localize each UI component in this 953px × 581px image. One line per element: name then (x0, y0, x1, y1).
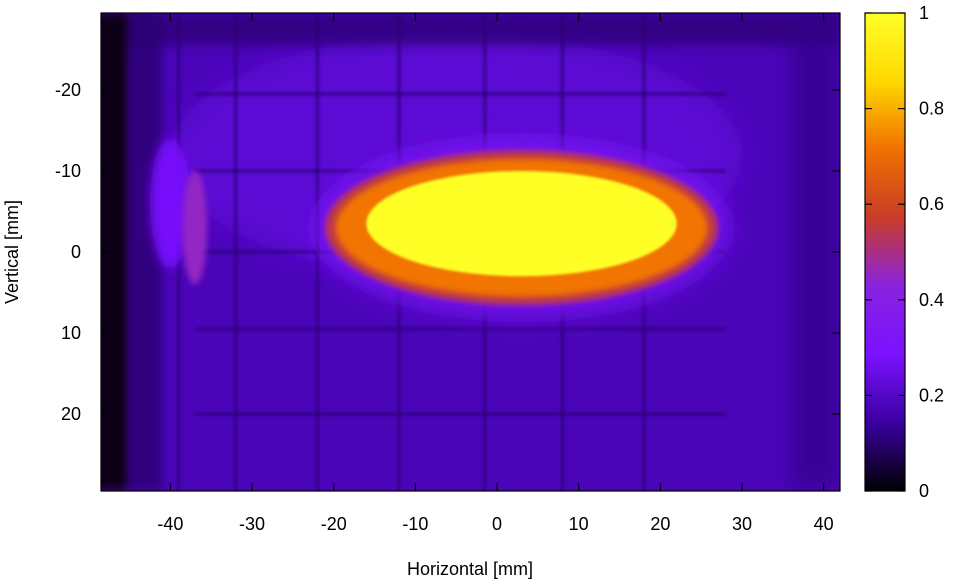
colorbar-tick-label: 1 (919, 3, 929, 23)
grid-pattern-horizontal (194, 326, 726, 331)
plot-area (101, 13, 840, 491)
x-tick-label: 30 (732, 514, 752, 534)
colorbar-tick-label: 0.2 (919, 385, 944, 405)
central-hot-spot (366, 170, 677, 277)
colorbar-ticks: 0 0.2 0.4 0.6 0.8 1 (865, 3, 944, 501)
colorbar-tick-label: 0 (919, 481, 929, 501)
x-tick-label: 0 (492, 514, 502, 534)
y-tick-label: -20 (55, 80, 81, 100)
x-tick-label: 20 (650, 514, 670, 534)
x-tick-label: -10 (402, 514, 428, 534)
colorbar-tick-label: 0.4 (919, 290, 944, 310)
colorbar-tick-label: 0.8 (919, 99, 944, 119)
left-side-glow (149, 138, 191, 269)
grid-pattern-horizontal (194, 412, 726, 417)
left-edge-transition (129, 13, 163, 491)
x-axis: -40 -30 -20 -10 0 10 20 30 40 (157, 13, 834, 534)
x-tick-label: -20 (321, 514, 347, 534)
y-tick-label: 10 (61, 323, 81, 343)
right-edge-shade (791, 13, 840, 491)
x-tick-label: -40 (157, 514, 183, 534)
top-edge-shade (101, 13, 840, 46)
x-axis-label: Horizontal [mm] (407, 559, 533, 579)
left-edge-dark-band (101, 13, 130, 491)
x-tick-label: 40 (814, 514, 834, 534)
y-axis-label: Vertical [mm] (2, 200, 22, 304)
y-tick-label: -10 (55, 161, 81, 181)
y-tick-label: 0 (71, 242, 81, 262)
left-side-feature (182, 170, 208, 285)
colorbar-tick-label: 0.6 (919, 194, 944, 214)
y-tick-label: 20 (61, 404, 81, 424)
x-tick-label: -30 (239, 514, 265, 534)
x-tick-label: 10 (569, 514, 589, 534)
y-axis: -20 -10 0 10 20 (55, 80, 840, 424)
colorbar: 0 0.2 0.4 0.6 0.8 1 (864, 3, 944, 501)
grid-pattern-horizontal (194, 92, 726, 97)
colorbar-gradient (864, 12, 906, 492)
